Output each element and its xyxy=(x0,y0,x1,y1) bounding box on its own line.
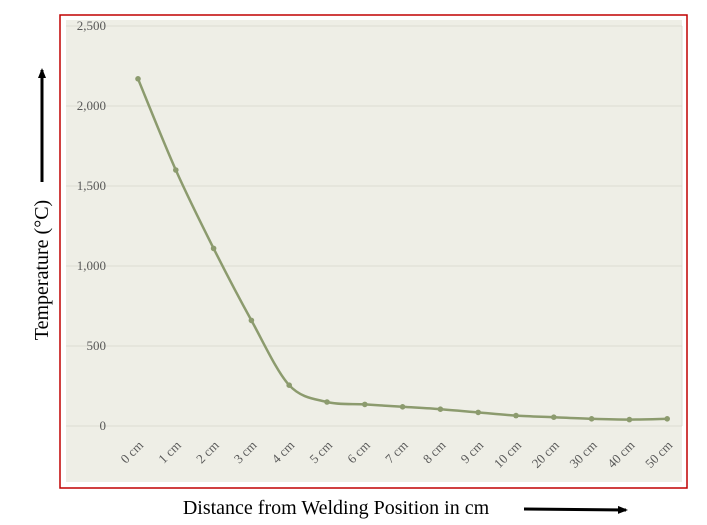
y-tick-label: 1,000 xyxy=(77,258,106,273)
data-point xyxy=(362,401,368,408)
y-tick-label: 2,000 xyxy=(77,98,106,113)
y-tick-label: 0 xyxy=(100,418,107,433)
data-point xyxy=(588,416,595,422)
series-layer xyxy=(135,76,670,423)
data-point xyxy=(324,399,330,405)
data-point xyxy=(437,406,444,413)
y-tick-labels: 0 500 1,000 1,500 2,000 2,500 xyxy=(77,18,106,433)
y-axis-title: Temperature (°C) xyxy=(31,200,53,340)
y-tick-label: 500 xyxy=(87,338,107,353)
data-point xyxy=(173,167,179,173)
data-point xyxy=(664,416,670,422)
data-point xyxy=(135,76,141,82)
x-axis-title: Distance from Welding Position in cm xyxy=(183,497,490,519)
y-tick-label: 1,500 xyxy=(77,178,106,193)
plot-area xyxy=(66,20,682,482)
x-axis-arrow xyxy=(523,505,628,514)
data-point xyxy=(248,317,255,324)
data-point xyxy=(286,382,293,389)
data-point xyxy=(551,414,557,421)
y-tick-label: 2,500 xyxy=(77,18,106,33)
data-point xyxy=(626,416,633,423)
gridlines xyxy=(66,25,683,427)
data-point xyxy=(513,412,519,419)
data-point xyxy=(210,245,217,252)
data-point xyxy=(399,404,406,410)
data-point xyxy=(475,409,482,416)
